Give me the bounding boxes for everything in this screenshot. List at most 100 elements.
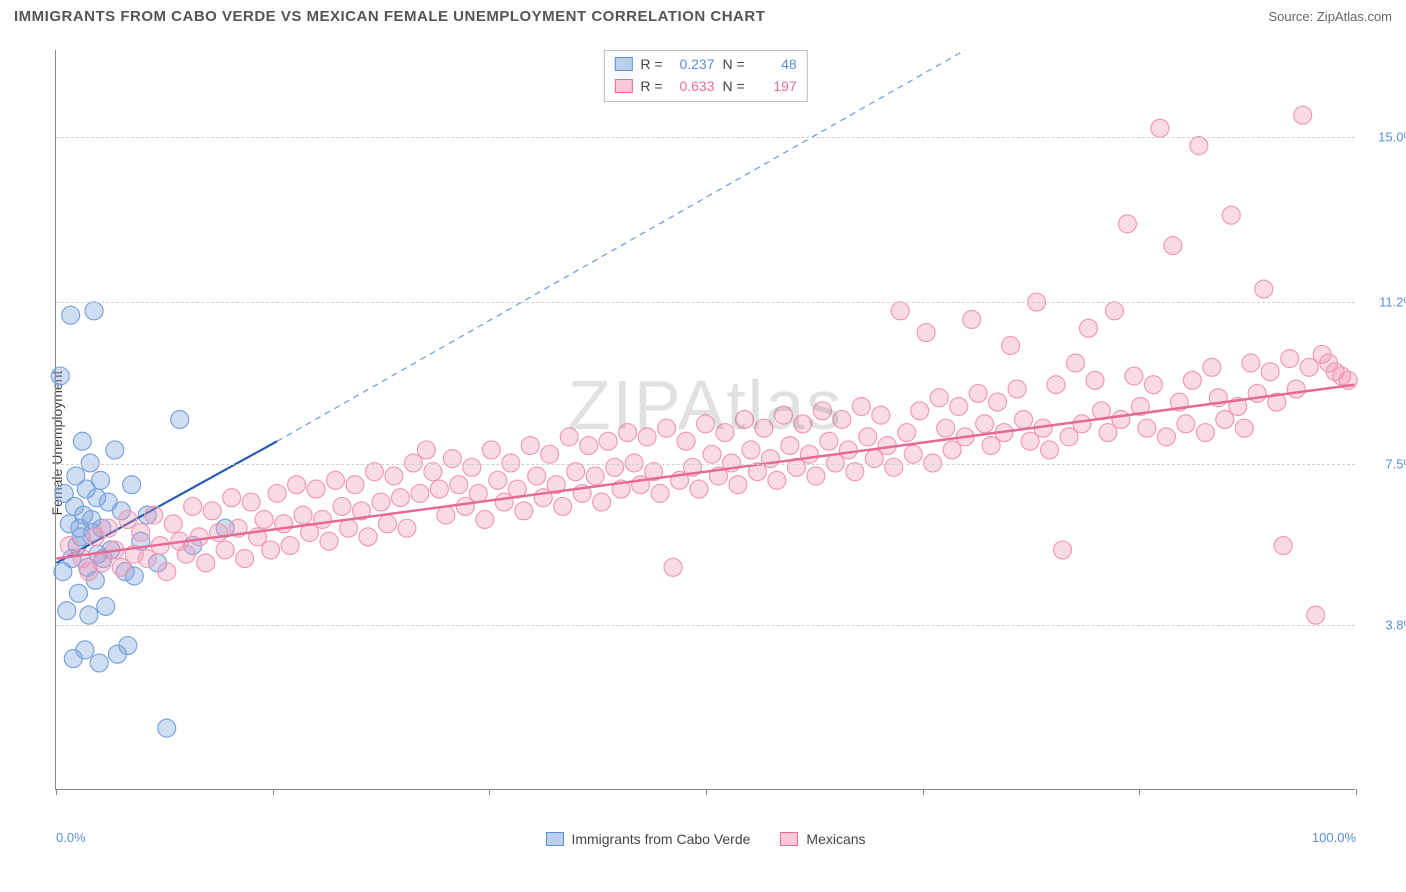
data-point — [742, 441, 760, 459]
data-point — [346, 476, 364, 494]
data-point — [327, 471, 345, 489]
r-label: R = — [640, 56, 662, 72]
data-point — [443, 450, 461, 468]
data-point — [1177, 415, 1195, 433]
data-point — [638, 428, 656, 446]
data-point — [288, 476, 306, 494]
data-point — [158, 719, 176, 737]
data-point — [430, 480, 448, 498]
data-point — [482, 441, 500, 459]
data-point — [1086, 371, 1104, 389]
data-point — [820, 432, 838, 450]
data-point — [106, 441, 124, 459]
data-point — [917, 324, 935, 342]
data-point — [58, 602, 76, 620]
data-point — [236, 550, 254, 568]
chart-container: Female Unemployment ZIPAtlas R = 0.237 N… — [45, 40, 1385, 830]
data-point — [92, 471, 110, 489]
data-point — [359, 528, 377, 546]
data-point — [1105, 302, 1123, 320]
legend-label-blue: Immigrants from Cabo Verde — [571, 831, 750, 847]
data-point — [411, 484, 429, 502]
data-point — [807, 467, 825, 485]
data-point — [242, 493, 260, 511]
data-point — [158, 563, 176, 581]
data-point — [1041, 441, 1059, 459]
data-point — [1138, 419, 1156, 437]
data-point — [398, 519, 416, 537]
data-point — [119, 637, 137, 655]
data-point — [268, 484, 286, 502]
data-point — [911, 402, 929, 420]
data-point — [1151, 119, 1169, 137]
data-point — [898, 424, 916, 442]
data-point — [729, 476, 747, 494]
n-label: N = — [723, 56, 745, 72]
data-point — [184, 497, 202, 515]
data-point — [476, 510, 494, 528]
data-point — [619, 424, 637, 442]
data-point — [1015, 411, 1033, 429]
data-point — [950, 397, 968, 415]
data-point — [307, 480, 325, 498]
data-point — [716, 424, 734, 442]
chart-title: IMMIGRANTS FROM CABO VERDE VS MEXICAN FE… — [14, 8, 765, 25]
data-point — [1190, 137, 1208, 155]
data-point — [262, 541, 280, 559]
r-value-pink: 0.633 — [671, 78, 715, 94]
data-point — [378, 515, 396, 533]
data-point — [132, 524, 150, 542]
data-point — [1287, 380, 1305, 398]
data-point — [80, 606, 98, 624]
data-point — [62, 306, 80, 324]
data-point — [190, 528, 208, 546]
data-point — [800, 445, 818, 463]
data-point — [677, 432, 695, 450]
data-point — [223, 489, 241, 507]
legend-row-pink: R = 0.633 N = 197 — [614, 75, 796, 97]
data-point — [76, 641, 94, 659]
x-tick — [923, 789, 924, 795]
y-tick-label: 11.2% — [1379, 295, 1406, 310]
data-point — [417, 441, 435, 459]
data-point — [320, 532, 338, 550]
data-point — [554, 497, 572, 515]
data-point — [99, 519, 117, 537]
data-point — [515, 502, 533, 520]
data-point — [97, 597, 115, 615]
data-point — [385, 467, 403, 485]
data-point — [1281, 350, 1299, 368]
data-point — [521, 437, 539, 455]
swatch-pink-icon — [614, 79, 632, 93]
data-point — [963, 311, 981, 329]
data-point — [891, 302, 909, 320]
x-tick — [1356, 789, 1357, 795]
gridline — [56, 137, 1355, 138]
data-point — [885, 458, 903, 476]
n-value-blue: 48 — [753, 56, 797, 72]
data-point — [314, 510, 332, 528]
x-tick-label: 0.0% — [56, 830, 86, 845]
data-point — [599, 432, 617, 450]
trend-line-dashed — [277, 50, 965, 441]
data-point — [123, 476, 141, 494]
data-point — [859, 428, 877, 446]
data-point — [813, 402, 831, 420]
data-point — [372, 493, 390, 511]
data-point — [424, 463, 442, 481]
data-point — [703, 445, 721, 463]
data-point — [593, 493, 611, 511]
data-point — [1067, 354, 1085, 372]
top-legend: R = 0.237 N = 48 R = 0.633 N = 197 — [603, 50, 807, 102]
data-point — [469, 484, 487, 502]
plot-area: ZIPAtlas R = 0.237 N = 48 R = 0.633 N = … — [55, 50, 1355, 790]
data-point — [1222, 206, 1240, 224]
data-point — [690, 480, 708, 498]
data-point — [1008, 380, 1026, 398]
y-tick-label: 3.8% — [1385, 617, 1406, 632]
data-point — [658, 419, 676, 437]
data-point — [1164, 237, 1182, 255]
data-point — [391, 489, 409, 507]
data-point — [735, 411, 753, 429]
y-tick-label: 15.0% — [1378, 130, 1406, 145]
